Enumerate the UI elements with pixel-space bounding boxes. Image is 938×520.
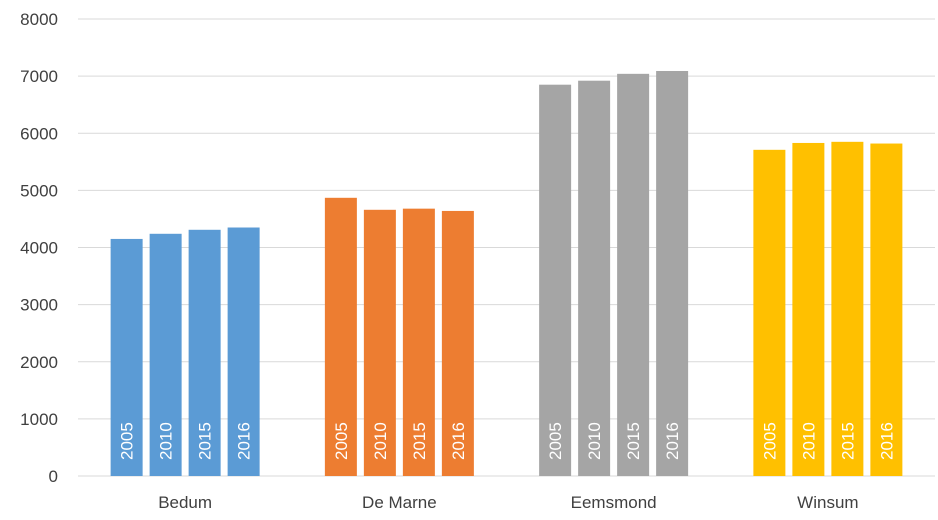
bar-year-label: 2005 [118,422,137,460]
y-tick-label: 8000 [20,10,58,29]
bar-year-label: 2015 [624,422,643,460]
bar [792,142,825,476]
bar-year-label: 2016 [235,422,254,460]
bar [324,197,357,476]
y-tick-label: 3000 [20,296,58,315]
bar-group-bedum: 2005 2010 2015 2016 [110,227,260,476]
gridlines [78,18,935,477]
bar-group-eemsmond: 2005 2010 2015 2016 [539,70,689,476]
bar [402,208,435,476]
bar [149,233,182,476]
y-tick-label: 0 [49,467,58,486]
y-tick-label: 6000 [20,124,58,143]
bar-group-winsum: 2005 2010 2015 2016 [753,141,903,476]
bar-group-de-marne: 2005 2010 2015 2016 [324,197,474,477]
bar-year-label: 2010 [371,422,390,460]
bar [110,238,143,476]
y-tick-label: 2000 [20,353,58,372]
bar-year-label: 2016 [877,422,896,460]
y-tick-label: 5000 [20,181,58,200]
x-axis-category-labels: Bedum De Marne Eemsmond Winsum [158,493,858,512]
bar-year-label: 2016 [449,422,468,460]
bar-year-label: 2010 [157,422,176,460]
bar-year-label: 2005 [332,422,351,460]
x-category-label: Bedum [158,493,212,512]
x-category-label: Winsum [797,493,858,512]
bar [753,149,786,476]
y-axis-tick-labels: 0 1000 2000 3000 4000 5000 6000 7000 8000 [20,10,58,486]
bar-year-label: 2015 [838,422,857,460]
bar [227,227,260,476]
bar [441,210,474,476]
bar [363,209,396,477]
bar-year-label: 2010 [585,422,604,460]
y-tick-label: 7000 [20,67,58,86]
y-tick-label: 1000 [20,410,58,429]
x-category-label: De Marne [362,493,437,512]
bar-year-label: 2005 [546,422,565,460]
bar [831,141,864,476]
bar-year-label: 2010 [799,422,818,460]
y-tick-label: 4000 [20,239,58,258]
bars: 2005 2010 2015 2016 2005 2010 2015 2016 2005 2010… [110,70,903,477]
bar [188,229,221,476]
bar [578,80,611,476]
x-category-label: Eemsmond [571,493,657,512]
bar [539,84,572,476]
bar-year-label: 2016 [663,422,682,460]
bar [870,143,903,476]
bar [656,70,689,476]
bar [617,73,650,476]
bar-year-label: 2015 [196,422,215,460]
bar-year-label: 2005 [760,422,779,460]
bar-year-label: 2015 [410,422,429,460]
